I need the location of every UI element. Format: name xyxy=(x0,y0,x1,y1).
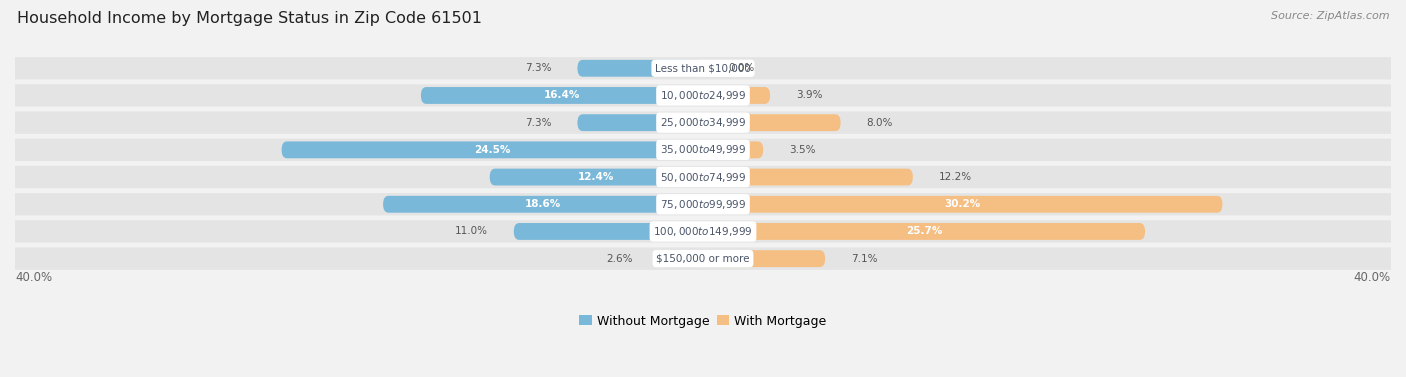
FancyBboxPatch shape xyxy=(0,193,1406,215)
Text: 40.0%: 40.0% xyxy=(1354,271,1391,284)
FancyBboxPatch shape xyxy=(703,223,1144,240)
FancyBboxPatch shape xyxy=(0,247,1406,270)
Text: Household Income by Mortgage Status in Zip Code 61501: Household Income by Mortgage Status in Z… xyxy=(17,11,482,26)
Text: 16.4%: 16.4% xyxy=(544,90,581,101)
FancyBboxPatch shape xyxy=(0,112,1406,134)
Text: 30.2%: 30.2% xyxy=(945,199,981,209)
Text: 0.0%: 0.0% xyxy=(728,63,755,73)
FancyBboxPatch shape xyxy=(703,114,841,131)
Text: 7.3%: 7.3% xyxy=(524,118,551,128)
Text: 7.3%: 7.3% xyxy=(524,63,551,73)
Text: 3.9%: 3.9% xyxy=(796,90,823,101)
Text: 40.0%: 40.0% xyxy=(15,271,52,284)
Text: 3.5%: 3.5% xyxy=(789,145,815,155)
FancyBboxPatch shape xyxy=(513,223,703,240)
FancyBboxPatch shape xyxy=(0,57,1406,80)
Text: $35,000 to $49,999: $35,000 to $49,999 xyxy=(659,143,747,156)
Text: 11.0%: 11.0% xyxy=(456,227,488,236)
FancyBboxPatch shape xyxy=(703,141,763,158)
FancyBboxPatch shape xyxy=(420,87,703,104)
Text: $150,000 or more: $150,000 or more xyxy=(657,254,749,264)
FancyBboxPatch shape xyxy=(0,166,1406,188)
Text: 8.0%: 8.0% xyxy=(866,118,893,128)
FancyBboxPatch shape xyxy=(703,196,1222,213)
FancyBboxPatch shape xyxy=(0,220,1406,243)
Text: 25.7%: 25.7% xyxy=(905,227,942,236)
FancyBboxPatch shape xyxy=(0,84,1406,107)
Text: $100,000 to $149,999: $100,000 to $149,999 xyxy=(654,225,752,238)
Text: Less than $10,000: Less than $10,000 xyxy=(655,63,751,73)
FancyBboxPatch shape xyxy=(382,196,703,213)
Text: 12.2%: 12.2% xyxy=(939,172,972,182)
FancyBboxPatch shape xyxy=(703,87,770,104)
Text: $50,000 to $74,999: $50,000 to $74,999 xyxy=(659,170,747,184)
Text: 18.6%: 18.6% xyxy=(524,199,561,209)
Text: $75,000 to $99,999: $75,000 to $99,999 xyxy=(659,198,747,211)
FancyBboxPatch shape xyxy=(0,139,1406,161)
FancyBboxPatch shape xyxy=(658,250,703,267)
Text: 2.6%: 2.6% xyxy=(606,254,633,264)
Text: 24.5%: 24.5% xyxy=(474,145,510,155)
FancyBboxPatch shape xyxy=(489,169,703,185)
Text: 12.4%: 12.4% xyxy=(578,172,614,182)
Text: $25,000 to $34,999: $25,000 to $34,999 xyxy=(659,116,747,129)
FancyBboxPatch shape xyxy=(281,141,703,158)
FancyBboxPatch shape xyxy=(703,250,825,267)
FancyBboxPatch shape xyxy=(703,169,912,185)
Text: 7.1%: 7.1% xyxy=(851,254,877,264)
Text: Source: ZipAtlas.com: Source: ZipAtlas.com xyxy=(1271,11,1389,21)
Text: $10,000 to $24,999: $10,000 to $24,999 xyxy=(659,89,747,102)
FancyBboxPatch shape xyxy=(578,114,703,131)
FancyBboxPatch shape xyxy=(578,60,703,77)
Legend: Without Mortgage, With Mortgage: Without Mortgage, With Mortgage xyxy=(579,314,827,328)
